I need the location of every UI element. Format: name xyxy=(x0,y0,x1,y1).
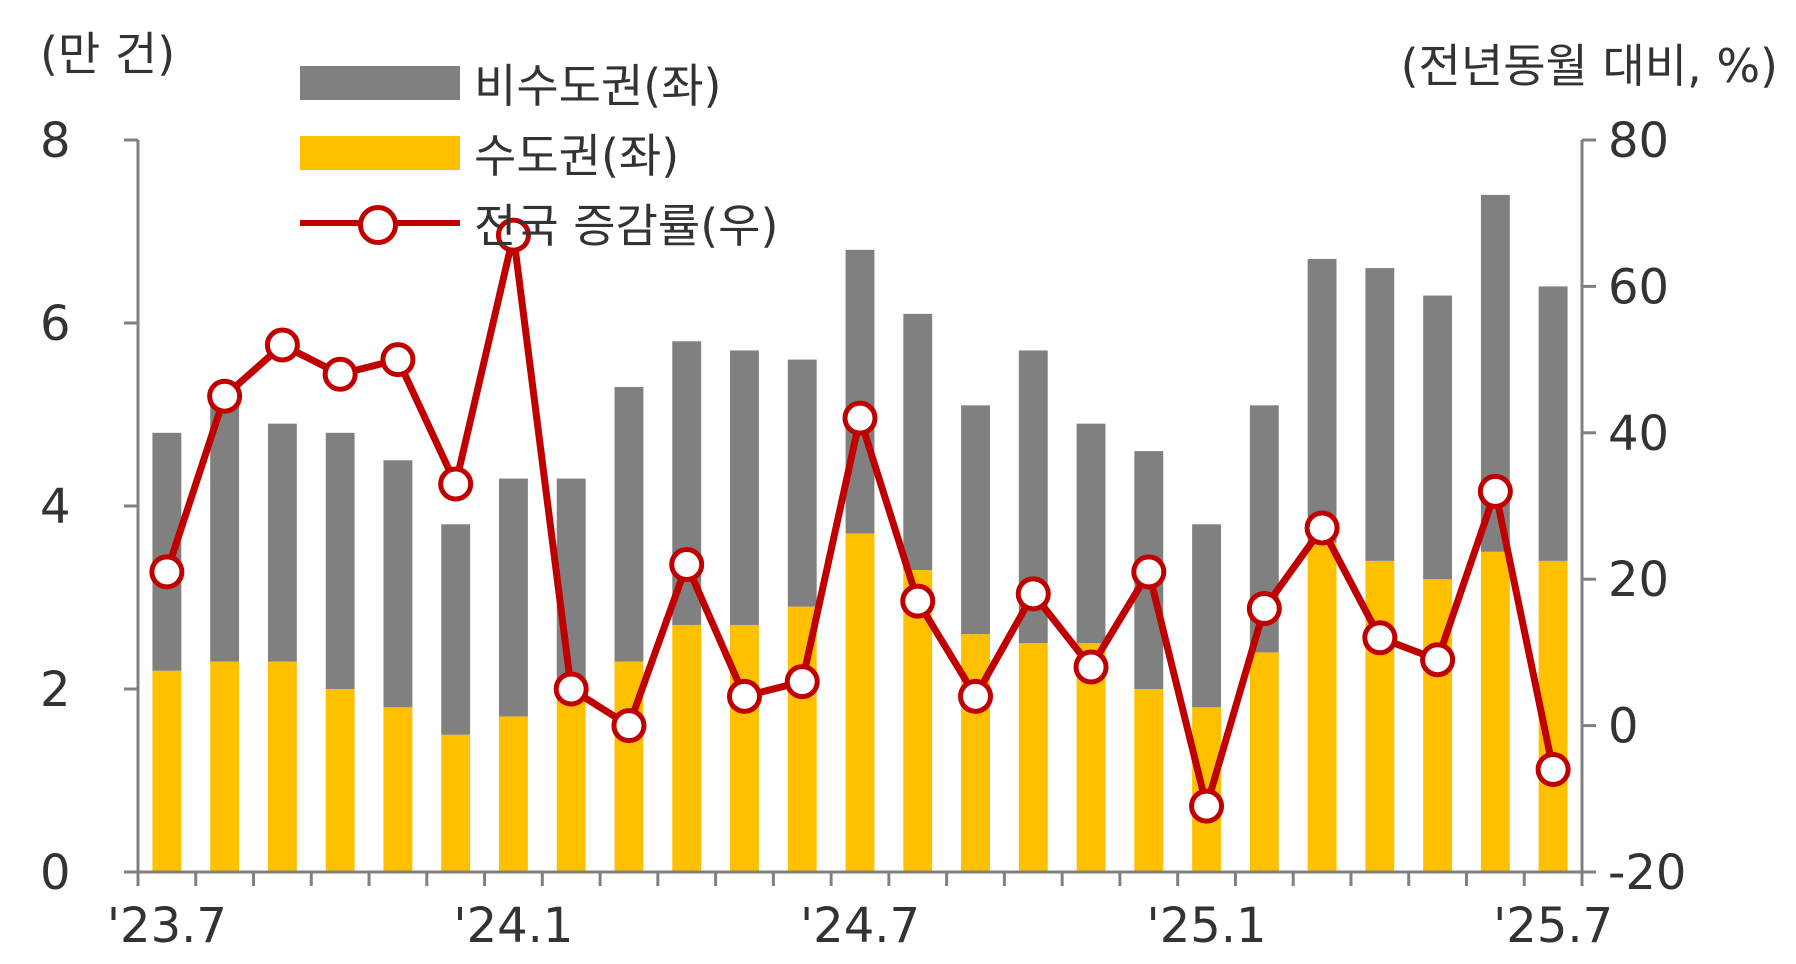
point-national-rate xyxy=(1189,788,1225,824)
point-national-rate xyxy=(900,583,936,619)
bar-non-capital xyxy=(325,432,355,689)
left-tick-label: 0 xyxy=(40,845,71,901)
bar-non-capital xyxy=(499,478,528,717)
x-tick-label: '23.7 xyxy=(107,898,227,954)
left-tick-label: 4 xyxy=(40,479,71,535)
legend-item-national-rate: 전국 증감률(우) xyxy=(300,188,778,258)
legend-label-national-rate: 전국 증감률(우) xyxy=(474,199,779,253)
bar-capital xyxy=(441,734,471,872)
bar-capital xyxy=(1134,689,1164,872)
left-tick-label: 6 xyxy=(40,296,71,352)
bar-capital xyxy=(1480,551,1510,872)
line-layer xyxy=(149,217,1571,824)
bar-capital xyxy=(1365,560,1395,872)
bar-non-capital xyxy=(614,387,644,662)
bar-non-capital xyxy=(845,249,875,534)
point-national-rate xyxy=(1015,576,1051,612)
x-tick-label: '24.7 xyxy=(800,898,920,954)
right-tick-label: 0 xyxy=(1608,699,1639,755)
bar-non-capital xyxy=(441,524,471,735)
bars-layer xyxy=(152,194,1568,872)
bar-capital xyxy=(1307,542,1337,872)
point-national-rate xyxy=(553,671,589,707)
legend-item-non-capital: 비수도권(좌) xyxy=(300,48,778,118)
point-national-rate xyxy=(149,554,185,590)
left-axis-unit-label: (만 건) xyxy=(40,27,176,81)
point-national-rate xyxy=(1477,473,1513,509)
legend-label-capital: 수도권(좌) xyxy=(474,129,680,183)
point-national-rate xyxy=(611,708,647,744)
right-tick-label: 60 xyxy=(1608,259,1669,315)
point-national-rate xyxy=(958,678,994,714)
bar-non-capital xyxy=(903,313,933,571)
point-national-rate xyxy=(784,664,820,700)
bar-non-capital xyxy=(1076,423,1106,644)
right-tick-label: 80 xyxy=(1608,113,1669,169)
x-tick-label: '24.1 xyxy=(453,898,573,954)
point-national-rate xyxy=(669,547,705,583)
bar-non-capital xyxy=(556,478,586,689)
left-tick-label: 2 xyxy=(40,662,71,718)
legend: 비수도권(좌) 수도권(좌) 전국 증감률(우) xyxy=(300,48,778,258)
bar-capital xyxy=(961,634,990,872)
point-national-rate xyxy=(1073,649,1109,685)
x-tick-label: '25.1 xyxy=(1147,898,1267,954)
legend-swatch-non-capital xyxy=(300,66,460,100)
bar-non-capital xyxy=(1307,258,1337,543)
bar-capital xyxy=(325,689,355,872)
point-national-rate xyxy=(207,378,243,414)
bar-non-capital xyxy=(787,359,817,607)
right-tick-label: -20 xyxy=(1608,845,1686,901)
bar-non-capital xyxy=(1538,286,1568,561)
point-national-rate xyxy=(726,678,762,714)
bar-non-capital xyxy=(961,405,990,635)
ticks-layer: 0 2 4 6 8 -20 0 20 40 60 80 '23.7 '24.1 '24.7 '25.1 '25… xyxy=(40,113,1686,954)
bar-capital xyxy=(267,661,297,872)
bar-non-capital xyxy=(210,405,240,662)
bar-non-capital xyxy=(1192,524,1221,708)
axes-layer xyxy=(124,138,1596,886)
bar-capital xyxy=(556,689,586,872)
bar-non-capital xyxy=(1365,268,1395,561)
right-axis-unit-label: (전년동월 대비, %) xyxy=(1400,39,1778,93)
right-tick-label: 40 xyxy=(1608,406,1669,462)
point-national-rate xyxy=(1362,620,1398,656)
left-tick-label: 8 xyxy=(40,113,71,169)
bar-capital xyxy=(845,533,875,872)
bar-capital xyxy=(1018,643,1048,872)
legend-item-capital: 수도권(좌) xyxy=(300,118,778,188)
bar-capital xyxy=(210,661,240,872)
bar-non-capital xyxy=(383,460,413,708)
x-tick-label: '25.7 xyxy=(1493,898,1613,954)
bar-non-capital xyxy=(1423,295,1453,580)
point-national-rate xyxy=(1535,752,1571,788)
point-national-rate xyxy=(495,217,531,253)
bar-capital xyxy=(383,707,413,872)
bar-capital xyxy=(1249,652,1279,872)
right-tick-label: 20 xyxy=(1608,552,1669,608)
point-national-rate xyxy=(842,400,878,436)
point-national-rate xyxy=(322,356,358,392)
bar-capital xyxy=(499,716,528,872)
bar-capital xyxy=(152,670,182,872)
point-national-rate xyxy=(1246,590,1282,626)
legend-swatch-capital xyxy=(300,136,460,170)
bar-non-capital xyxy=(730,350,759,625)
bar-capital xyxy=(730,624,759,872)
point-national-rate xyxy=(1420,642,1456,678)
point-national-rate xyxy=(264,327,300,363)
point-national-rate xyxy=(438,466,474,502)
point-national-rate xyxy=(380,342,416,378)
point-national-rate xyxy=(1131,554,1167,590)
bar-non-capital xyxy=(267,423,297,662)
point-national-rate xyxy=(1304,510,1340,546)
bar-capital xyxy=(672,624,702,872)
legend-label-non-capital: 비수도권(좌) xyxy=(474,59,722,113)
legend-line-national-rate xyxy=(300,203,460,245)
